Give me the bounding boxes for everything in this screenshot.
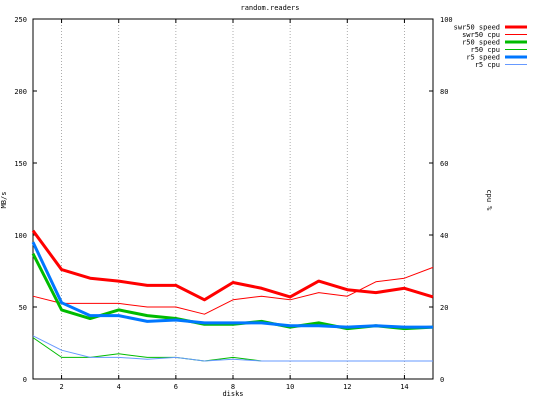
y-tick-label: 0 [23, 376, 27, 384]
x-tick-label: 8 [231, 383, 235, 391]
y2-tick-label: 80 [440, 88, 448, 96]
y2-tick-label: 40 [440, 232, 448, 240]
y2-tick-label: 0 [440, 376, 444, 384]
y2-tick-label: 60 [440, 160, 448, 168]
x-tick-label: 4 [117, 383, 121, 391]
legend-label: r5 cpu [475, 61, 500, 69]
y2-tick-label: 20 [440, 304, 448, 312]
y-tick-label: 100 [14, 232, 27, 240]
x-tick-label: 10 [286, 383, 294, 391]
x-tick-label: 6 [174, 383, 178, 391]
series-lines [31, 229, 434, 362]
legend-label: swr50 speed [454, 24, 500, 32]
y-axis-label: MB/s [0, 192, 8, 209]
grid [61, 19, 405, 379]
series-line-swr50-speed [31, 229, 434, 302]
y-tick-label: 150 [14, 160, 27, 168]
chart-title: random.readers [240, 4, 299, 12]
y-tick-label: 250 [14, 16, 27, 24]
series-line-r5-cpu [32, 335, 433, 362]
legend-label: r50 speed [462, 39, 500, 47]
ticks: 2 4 6 8 10 12 14 0 50 100 150 200 250 0 20 40 60 80 100 [14, 16, 452, 391]
y2-axis-label: cpu % [485, 189, 493, 211]
x-tick-label: 12 [343, 383, 351, 391]
y-tick-label: 200 [14, 88, 27, 96]
x-tick-label: 14 [400, 383, 408, 391]
x-tick-label: 2 [59, 383, 63, 391]
y2-tick-label: 100 [440, 16, 453, 24]
x-axis-label: disks [222, 390, 243, 398]
series-line-swr50-cpu [32, 266, 434, 315]
legend-label: swr50 cpu [462, 31, 500, 39]
series-line-r5-speed [31, 241, 433, 329]
legend-label: r50 cpu [470, 46, 500, 54]
legend-label: r5 speed [466, 54, 500, 62]
y-tick-label: 50 [19, 304, 27, 312]
